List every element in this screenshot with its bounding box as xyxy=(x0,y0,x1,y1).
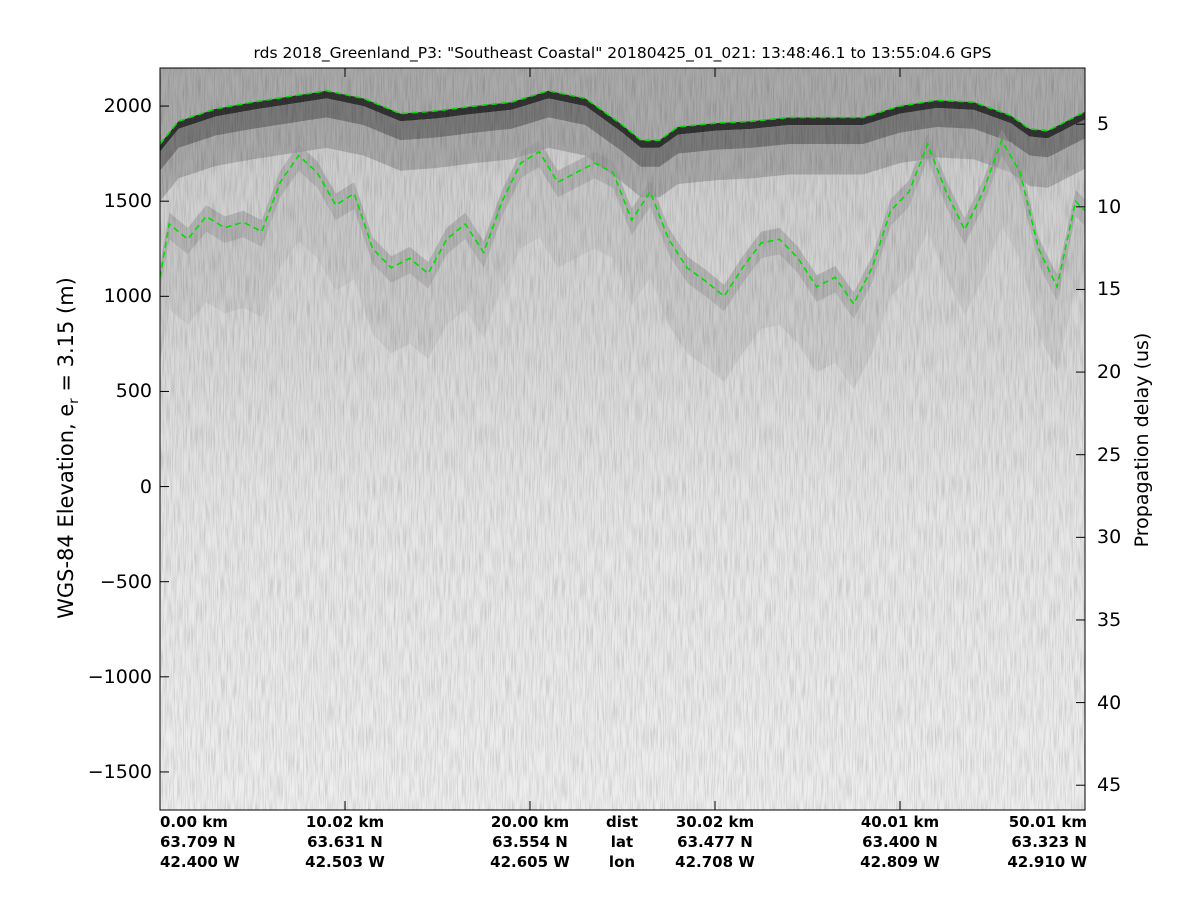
echogram-speckle xyxy=(160,68,1085,810)
left-axis-label-main: WGS-84 Elevation, e xyxy=(53,403,78,619)
x-lon-label: 42.605 W xyxy=(490,853,570,871)
x-lat-label: 63.631 N xyxy=(307,833,383,851)
surface-layer-line xyxy=(160,89,1085,145)
x-dist-label: 10.02 km xyxy=(305,813,385,831)
x-dist-label: 40.01 km xyxy=(860,813,940,831)
x-row-name: dist xyxy=(606,813,638,831)
left-tick-label: 1000 xyxy=(103,285,152,308)
x-dist-label: 50.01 km xyxy=(1008,813,1087,831)
left-tick-label: −1000 xyxy=(87,665,152,688)
left-axis-label: WGS-84 Elevation, er = 3.15 (m) xyxy=(54,277,82,619)
x-dist-label: 30.02 km xyxy=(675,813,755,831)
x-lon-label: 42.400 W xyxy=(160,853,240,871)
x-dist-label: 20.00 km xyxy=(490,813,570,831)
right-tick-label: 40 xyxy=(1097,691,1122,714)
x-lon-label: 42.708 W xyxy=(675,853,755,871)
plot-frame xyxy=(159,67,1086,811)
chart-title: rds 2018_Greenland_P3: "Southeast Coasta… xyxy=(253,44,992,62)
x-lat-label: 63.709 N xyxy=(160,833,236,851)
right-tick-label: 35 xyxy=(1097,608,1122,631)
left-tick-label: −1500 xyxy=(87,760,152,783)
right-axis-label: Propagation delay (us) xyxy=(1131,332,1153,548)
x-lon-label: 42.503 W xyxy=(305,853,385,871)
left-axis-label-subscript: r xyxy=(67,398,83,404)
right-tick-label: 5 xyxy=(1097,113,1110,136)
left-tick-label: 2000 xyxy=(103,95,152,118)
left-axis-label-tail: = 3.15 (m) xyxy=(53,277,78,399)
x-row-name: lat xyxy=(610,833,634,851)
x-lat-label: 63.554 N xyxy=(492,833,568,851)
right-tick-label: 25 xyxy=(1097,443,1122,466)
right-tick-label: 45 xyxy=(1097,774,1122,797)
x-lon-label: 42.910 W xyxy=(1007,853,1087,871)
left-tick-label: 500 xyxy=(115,380,152,403)
right-tick-label: 10 xyxy=(1097,195,1122,218)
x-dist-label: 0.00 km xyxy=(160,813,228,831)
left-tick-label: 0 xyxy=(139,475,152,498)
right-tick-label: 15 xyxy=(1097,278,1122,301)
x-lat-label: 63.323 N xyxy=(1011,833,1087,851)
left-tick-label: 1500 xyxy=(103,190,152,213)
x-row-name: lon xyxy=(608,853,636,871)
x-lat-label: 63.477 N xyxy=(677,833,753,851)
left-tick-label: −500 xyxy=(99,570,152,593)
x-lon-label: 42.809 W xyxy=(860,853,940,871)
x-lat-label: 63.400 N xyxy=(862,833,938,851)
right-tick-label: 30 xyxy=(1097,526,1122,549)
right-tick-label: 20 xyxy=(1097,361,1122,384)
